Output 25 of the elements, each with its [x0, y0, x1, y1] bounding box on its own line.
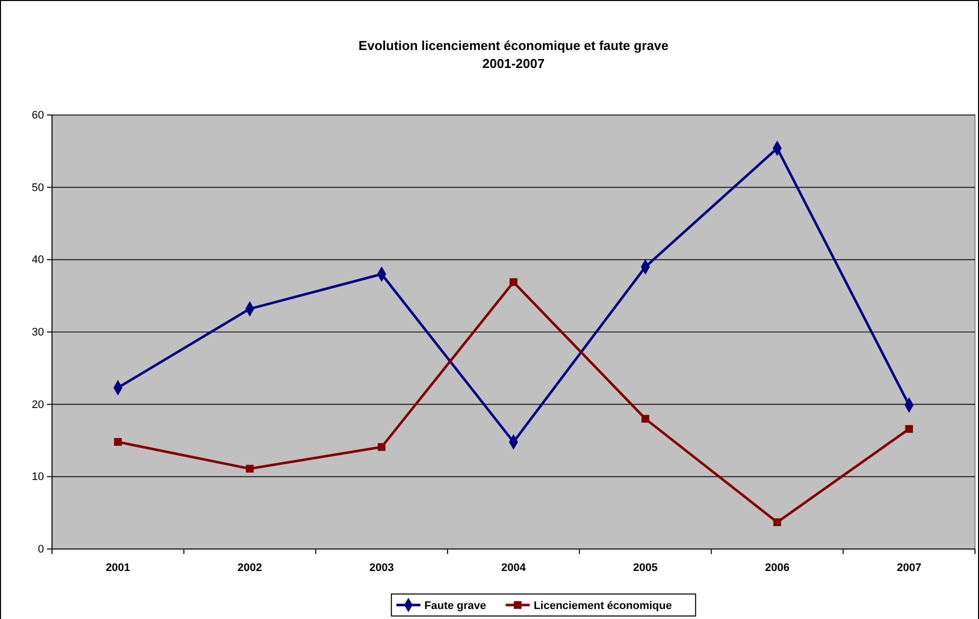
point [114, 438, 122, 446]
y-tick-label: 60 [32, 110, 44, 122]
y-tick-label: 10 [32, 471, 44, 484]
x-tick-label: 2004 [501, 562, 527, 574]
x-tick-label: 2007 [896, 562, 922, 574]
y-tick-label: 30 [32, 326, 44, 339]
x-tick-label: 2006 [764, 562, 790, 574]
x-tick-label: 2002 [238, 562, 262, 574]
legend-label: Faute grave [424, 600, 486, 612]
y-tick-label: 0 [38, 544, 44, 556]
point [773, 518, 782, 526]
y-tick-label: 50 [32, 182, 44, 194]
x-tick-label: 2003 [369, 562, 394, 574]
point [905, 425, 913, 433]
chart-subtitle: 2001-2007 [482, 56, 545, 71]
point [246, 464, 254, 473]
point [378, 443, 386, 451]
y-tick-label: 40 [32, 254, 44, 266]
y-tick-label: 20 [32, 398, 44, 411]
legend-label: Licenciement économique [534, 600, 672, 612]
point [641, 414, 650, 423]
point [510, 278, 518, 286]
x-tick-label: 2005 [633, 562, 658, 574]
chart-title: Evolution licenciement économique et faute grave [358, 38, 668, 53]
x-tick-label: 2001 [106, 562, 130, 574]
